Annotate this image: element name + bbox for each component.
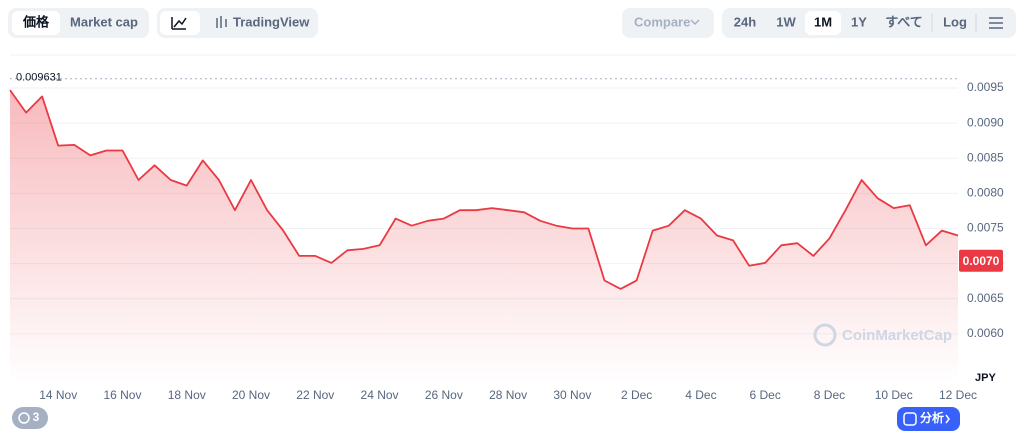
range[interactable]: 24h — [734, 14, 756, 29]
badge[interactable] — [12, 407, 48, 429]
chevron — [690, 19, 700, 26]
compare[interactable]: Compare — [634, 14, 690, 29]
x-tick-label: 28 Nov — [489, 388, 527, 402]
x-tick-label: 14 Nov — [39, 388, 77, 402]
x-tick-label: 12 Dec — [939, 388, 977, 402]
analysis[interactable]: 分析 — [920, 410, 944, 425]
line-icon — [171, 17, 187, 30]
watermark: CoinMarketCap — [842, 327, 952, 344]
range[interactable]: 1M — [814, 14, 832, 29]
plot: 0.0060 0.0065 0.0070 0.0075 0.0080 0.0085 0.00… — [9, 72, 1004, 402]
candle-icon — [216, 16, 227, 28]
x-tick-label: 4 Dec — [685, 388, 716, 402]
y-tick-label: 0.0060 — [967, 326, 1004, 340]
y-tick-label: 0.0095 — [967, 80, 1004, 94]
max-label: 0.009631 — [16, 72, 62, 84]
badge-count: 3 — [33, 410, 40, 424]
x-tick-label: 24 Nov — [361, 388, 399, 402]
y-axis-unit: JPY — [975, 372, 996, 384]
x-tick-label: 8 Dec — [814, 388, 845, 402]
y-tick-label: 0.0085 — [967, 150, 1004, 164]
log-toggle[interactable]: Log — [943, 14, 967, 29]
x-tick-label: 16 Nov — [103, 388, 141, 402]
x-tick-label: 22 Nov — [296, 388, 334, 402]
tab[interactable]: 価格 — [22, 14, 50, 29]
tab[interactable]: Market cap — [70, 14, 138, 29]
x-tick-label: 20 Nov — [232, 388, 270, 402]
y-tick-label: 0.0075 — [967, 221, 1004, 235]
price-line — [9, 89, 959, 290]
x-tick-label: 10 Dec — [875, 388, 913, 402]
tool[interactable]: TradingView — [233, 14, 310, 29]
x-tick-label: 30 Nov — [553, 388, 591, 402]
range[interactable]: 1W — [776, 14, 796, 29]
x-tick-label: 26 Nov — [425, 388, 463, 402]
tab-active — [12, 11, 60, 35]
badge-icon — [18, 412, 30, 424]
chevron — [945, 414, 950, 424]
y-tick-label: 0.0065 — [967, 291, 1004, 305]
y-tick-label: 0.0090 — [967, 115, 1004, 129]
watermark-logo — [813, 323, 837, 347]
price-tag-label: 0.0070 — [963, 254, 1000, 268]
range-group — [722, 8, 1016, 38]
compare-button[interactable] — [622, 8, 714, 38]
range[interactable]: すべて — [885, 14, 923, 29]
analysis-icon — [903, 412, 917, 426]
range[interactable]: 1Y — [851, 14, 867, 29]
x-tick-label: 2 Dec — [621, 388, 652, 402]
y-tick-label: 0.0080 — [967, 186, 1004, 200]
range-active — [805, 11, 841, 35]
x-tick-label: 6 Dec — [750, 388, 781, 402]
price-tag — [959, 249, 1003, 272]
area — [10, 90, 958, 383]
settings-icon[interactable] — [989, 17, 1003, 29]
x-tick-label: 18 Nov — [168, 388, 206, 402]
